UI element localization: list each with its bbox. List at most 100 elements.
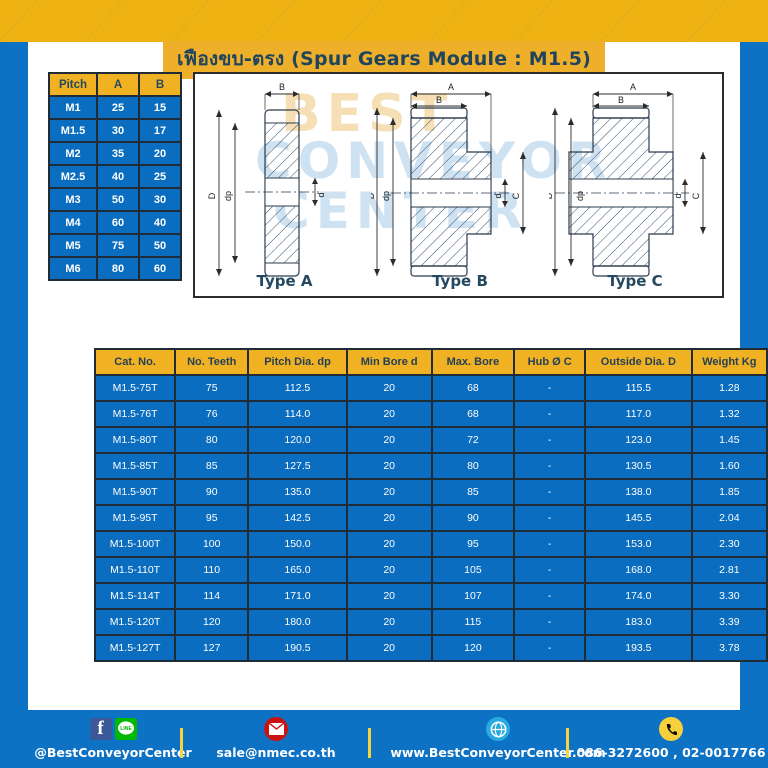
spec-header-6: Outside Dia. D <box>586 350 691 374</box>
svg-text:dp: dp <box>223 191 233 201</box>
spec-cell: 68 <box>432 402 514 426</box>
type-b-label: Type B <box>432 272 488 290</box>
spec-cell: 20 <box>347 558 431 582</box>
svg-text:A: A <box>630 82 636 92</box>
globe-icon-wrap <box>486 716 510 742</box>
spec-cell: 80 <box>176 428 248 452</box>
pitch-cell: M5 <box>50 235 96 256</box>
footer-social[interactable]: f LINE @BestConveyorCenter <box>18 716 208 760</box>
spec-cell: M1.5-90T <box>96 480 175 504</box>
footer-phone[interactable]: 086-3272600 , 02-0017766 <box>576 716 766 760</box>
svg-text:B: B <box>436 95 442 105</box>
spec-cell: 20 <box>347 480 431 504</box>
spec-cell: M1.5-120T <box>96 610 175 634</box>
spec-cell: 95 <box>432 532 514 556</box>
phone-icon[interactable] <box>659 717 683 741</box>
social-icons: f LINE <box>89 716 137 742</box>
pitch-cell: 20 <box>140 143 180 164</box>
pitch-cell: 80 <box>98 258 138 279</box>
email-icon-wrap <box>264 716 288 742</box>
spec-cell: 142.5 <box>249 506 346 530</box>
pitch-header-1: A <box>98 74 138 95</box>
spec-cell: - <box>515 428 585 452</box>
spec-cell: 171.0 <box>249 584 346 608</box>
pitch-cell: 17 <box>140 120 180 141</box>
phone-numbers[interactable]: 086-3272600 , 02-0017766 <box>576 745 766 760</box>
facebook-icon[interactable]: f <box>89 718 112 740</box>
table-row: M1.5-90T 90 135.0 20 85-138.0 1.85 <box>96 480 766 504</box>
svg-text:C: C <box>691 192 701 199</box>
pitch-row: M2 35 20 <box>50 143 180 164</box>
spec-header-3: Min Bore d <box>347 350 431 374</box>
svg-text:D: D <box>207 192 217 199</box>
footer-divider-3 <box>566 728 569 758</box>
svg-text:d: d <box>316 192 326 197</box>
spec-cell: 20 <box>347 506 431 530</box>
spec-cell: M1.5-75T <box>96 376 175 400</box>
spec-cell: 127.5 <box>249 454 346 478</box>
spec-cell: 75 <box>176 376 248 400</box>
table-row: M1.5-95T 95 142.5 20 90-145.5 2.04 <box>96 506 766 530</box>
website-url[interactable]: www.BestConveyorCenter.com <box>390 745 606 760</box>
spec-cell: 114 <box>176 584 248 608</box>
pitch-cell: 30 <box>98 120 138 141</box>
spec-cell: 117.0 <box>586 402 691 426</box>
spec-cell: 150.0 <box>249 532 346 556</box>
spec-cell: 2.30 <box>692 532 766 556</box>
pitch-cell: 40 <box>98 166 138 187</box>
spec-cell: 180.0 <box>249 610 346 634</box>
spec-cell: 193.5 <box>586 636 691 660</box>
table-row: M1.5-120T 120 180.0 20 115-183.0 3.39 <box>96 610 766 634</box>
top-chevron-band <box>0 0 768 42</box>
gear-type-diagram-panel: BEST CONVEYOR CENTER <box>193 72 724 298</box>
spec-cell: 20 <box>347 610 431 634</box>
line-icon[interactable]: LINE <box>114 718 137 740</box>
spec-cell: 114.0 <box>249 402 346 426</box>
footer-website[interactable]: www.BestConveyorCenter.com <box>382 716 614 760</box>
pitch-cell: M1.5 <box>50 120 96 141</box>
spec-cell: - <box>515 532 585 556</box>
spec-cell: 107 <box>432 584 514 608</box>
svg-text:A: A <box>448 82 454 92</box>
spec-cell: 20 <box>347 376 431 400</box>
spec-cell: 20 <box>347 584 431 608</box>
spec-cell: - <box>515 584 585 608</box>
spec-cell: - <box>515 636 585 660</box>
svg-text:LINE: LINE <box>120 726 132 732</box>
spec-cell: M1.5-114T <box>96 584 175 608</box>
table-row: M1.5-110T 110 165.0 20 105-168.0 2.81 <box>96 558 766 582</box>
pitch-cell: 35 <box>98 143 138 164</box>
pitch-cell: 60 <box>98 212 138 233</box>
spec-cell: - <box>515 558 585 582</box>
spec-cell: 120 <box>432 636 514 660</box>
facebook-handle[interactable]: @BestConveyorCenter <box>34 745 192 760</box>
spec-cell: 72 <box>432 428 514 452</box>
spec-cell: 95 <box>176 506 248 530</box>
spec-cell: 145.5 <box>586 506 691 530</box>
table-row: M1.5-100T 100 150.0 20 95-153.0 2.30 <box>96 532 766 556</box>
table-row: M1.5-127T 127 190.5 20 120-193.5 3.78 <box>96 636 766 660</box>
spec-header-0: Cat. No. <box>96 350 175 374</box>
table-row: M1.5-75T 75 112.5 20 68-115.5 1.28 <box>96 376 766 400</box>
email-icon[interactable] <box>264 717 288 741</box>
spec-cell: 105 <box>432 558 514 582</box>
pitch-cell: 30 <box>140 189 180 210</box>
spec-cell: 110 <box>176 558 248 582</box>
footer-contact-bar: f LINE @BestConveyorCenter sale@nmec.co.… <box>0 710 768 768</box>
spec-cell: 1.28 <box>692 376 766 400</box>
spec-cell: 120.0 <box>249 428 346 452</box>
spec-header-1: No. Teeth <box>176 350 248 374</box>
spec-cell: 115 <box>432 610 514 634</box>
email-address[interactable]: sale@nmec.co.th <box>216 745 336 760</box>
spec-cell: 85 <box>176 454 248 478</box>
spec-cell: - <box>515 480 585 504</box>
table-row: M1.5-85T 85 127.5 20 80-130.5 1.60 <box>96 454 766 478</box>
footer-email[interactable]: sale@nmec.co.th <box>196 716 356 760</box>
spec-cell: 20 <box>347 532 431 556</box>
spec-cell: 165.0 <box>249 558 346 582</box>
spec-cell: 85 <box>432 480 514 504</box>
pitch-row: M4 60 40 <box>50 212 180 233</box>
globe-icon[interactable] <box>486 717 510 741</box>
pitch-cell: 50 <box>98 189 138 210</box>
